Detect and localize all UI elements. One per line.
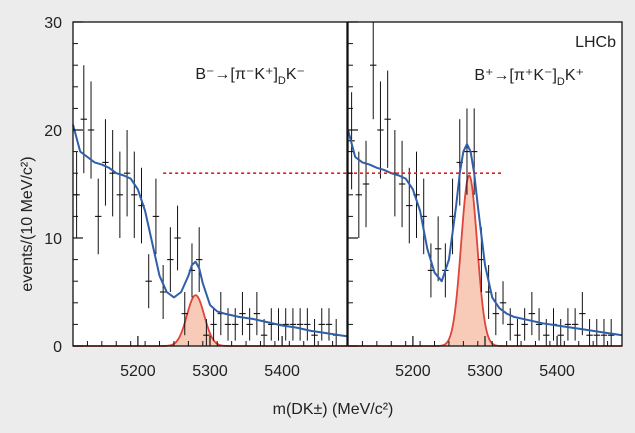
- data-point: [131, 151, 138, 238]
- data-point: [152, 178, 160, 255]
- data-point: [370, 22, 377, 120]
- data-point: [377, 81, 384, 179]
- data-point: [318, 308, 325, 341]
- y-tick-labels: 0 10 20 30: [44, 15, 62, 356]
- data-point: [246, 308, 253, 341]
- panel-title: B⁻→[π⁻K⁺]DK⁻: [195, 66, 305, 87]
- data-point: [289, 308, 297, 341]
- data-point: [564, 308, 572, 341]
- panel-title-main: B⁻→[π⁻K⁺]: [195, 66, 278, 83]
- data-point: [398, 140, 406, 228]
- panel-title: B⁺→[π⁺K⁻]DK⁺: [474, 67, 584, 88]
- panel-title-subscript: D: [557, 76, 565, 88]
- x-tick-label: 5200: [120, 363, 156, 380]
- data-point: [232, 308, 239, 341]
- y-tick-label: 30: [44, 15, 62, 32]
- data-point: [492, 292, 500, 336]
- data-point: [304, 308, 311, 341]
- y-tick-label: 10: [44, 231, 62, 248]
- plot-marks: [347, 22, 623, 347]
- plot-area: [73, 22, 347, 346]
- data-point: [102, 119, 109, 206]
- data-point: [296, 308, 304, 341]
- panel-title-tail: K⁻: [286, 66, 305, 83]
- data-point: [174, 205, 181, 271]
- data-point: [87, 81, 95, 179]
- data-point: [362, 140, 370, 228]
- data-point: [355, 151, 363, 238]
- signal-fill: [73, 295, 347, 346]
- data-point: [586, 319, 593, 346]
- x-axis-title: m(DK±) (MeV/c²): [273, 401, 394, 418]
- data-point: [181, 292, 188, 336]
- data-point: [528, 292, 536, 336]
- y-tick-label: 20: [44, 123, 62, 140]
- x-tick-label: 5200: [395, 363, 431, 380]
- data-point: [607, 319, 615, 346]
- data-point: [159, 265, 167, 319]
- data-point: [434, 216, 442, 282]
- data-point: [593, 319, 600, 346]
- tick-marks: 5200 5300 5400: [72, 21, 348, 380]
- plot-marks: [72, 65, 348, 347]
- data-point: [123, 130, 131, 217]
- x-tick-label: 5400: [264, 363, 300, 380]
- tick-marks: 5200 5300 5400: [347, 21, 623, 380]
- data-point: [95, 178, 102, 255]
- data-point: [521, 308, 528, 341]
- data-point: [557, 319, 564, 346]
- data-point: [463, 108, 471, 195]
- panel-title-subscript: D: [278, 75, 286, 87]
- x-tick-label: 5300: [192, 363, 228, 380]
- total-fit-curve: [347, 129, 623, 337]
- data-point: [210, 308, 217, 341]
- plot-area: [348, 22, 622, 346]
- total-fit-curve: [72, 124, 348, 338]
- data-point: [116, 151, 124, 238]
- y-axis-title: events/(10 MeV/c²): [19, 156, 36, 291]
- data-point: [239, 292, 246, 336]
- data-point: [325, 308, 333, 341]
- data-point: [535, 308, 543, 341]
- data-point: [195, 227, 203, 292]
- data-point: [167, 227, 174, 292]
- data-point: [282, 308, 289, 341]
- data-point: [384, 70, 391, 168]
- data-point: [260, 319, 268, 346]
- x-tick-label: 5300: [467, 363, 503, 380]
- y-tick-label: 0: [53, 339, 62, 356]
- data-point: [203, 319, 210, 346]
- data-point: [579, 292, 586, 336]
- x-tick-label: 5400: [539, 363, 575, 380]
- data-point: [253, 292, 261, 336]
- panel-title-tail: K⁺: [565, 67, 584, 84]
- data-point: [145, 254, 152, 309]
- experiment-label: LHCb: [575, 34, 616, 51]
- data-point: [571, 308, 579, 341]
- data-point: [406, 167, 413, 244]
- data-point: [514, 319, 521, 346]
- panel-title-main: B⁺→[π⁺K⁻]: [474, 67, 557, 84]
- data-point: [311, 319, 318, 346]
- data-point: [507, 308, 514, 341]
- panel-b-minus: 5200 5300 5400 B⁻→[π⁻K⁺]DK⁻: [72, 21, 348, 380]
- data-point: [499, 281, 507, 325]
- panel-b-plus: 5200 5300 5400 B⁺→[π⁺K⁻]DK⁺ LHCb: [347, 21, 623, 380]
